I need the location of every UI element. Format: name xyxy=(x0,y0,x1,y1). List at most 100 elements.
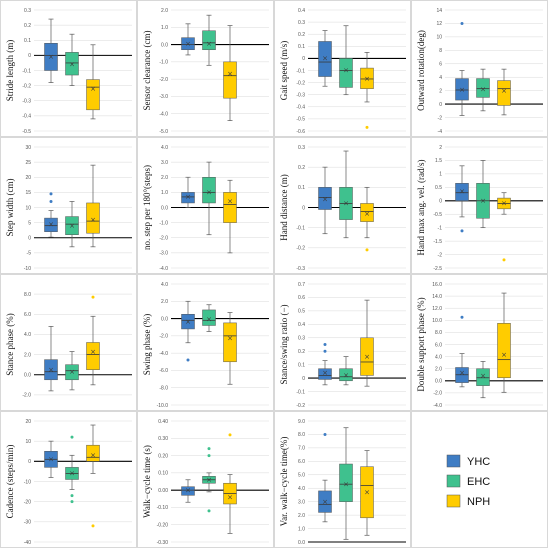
y-tick-label: -3.0 xyxy=(159,94,168,100)
mean-marker: × xyxy=(48,220,54,228)
y-tick-label: -0.5 xyxy=(433,212,442,218)
iqr-box xyxy=(44,359,58,381)
y-tick-label: 0.00 xyxy=(158,488,168,494)
y-tick-label: 14.0 xyxy=(432,294,442,300)
y-tick-label: 0.0 xyxy=(24,373,31,379)
mean-marker: × xyxy=(185,193,191,201)
outlier-point xyxy=(460,315,464,319)
box-ehc: × xyxy=(202,161,216,236)
y-tick-label: 5 xyxy=(28,220,31,226)
y-tick-label: 0.40 xyxy=(158,419,168,425)
y-tick-label: -2 xyxy=(438,115,443,121)
y-tick-label: 30 xyxy=(25,145,31,151)
chart-panel-5: 30 25 20 15 10 5 0 -5 -10 Step width (cm) × × × xyxy=(0,137,137,274)
iqr-box xyxy=(181,314,195,330)
y-tick-label: -1.0 xyxy=(159,220,168,226)
box-ehc: × xyxy=(65,201,79,248)
y-tick-label: -5 xyxy=(27,251,32,257)
panel-border xyxy=(0,0,137,137)
y-tick-label: -10.0 xyxy=(157,403,169,409)
y-tick-label: 0.2 xyxy=(24,23,31,29)
y-axis-label: Outward rotation(deg) xyxy=(416,30,426,111)
box-yhc: × xyxy=(455,21,469,116)
iqr-box xyxy=(202,309,216,326)
mean-marker: × xyxy=(322,55,328,63)
y-tick-label: -0.1 xyxy=(296,68,305,74)
box-nph: × xyxy=(223,312,237,385)
boxplot-svg: 14 12 10 8 6 4 2 0 -2 -4 Outward rotation(deg) × × × xyxy=(411,0,548,137)
mean-marker: × xyxy=(480,86,486,94)
mean-marker: × xyxy=(322,498,328,506)
y-tick-label: -4.0 xyxy=(159,351,168,357)
outlier-point xyxy=(323,343,327,346)
box-yhc: × xyxy=(318,30,332,87)
y-tick-label: 0.1 xyxy=(298,185,305,191)
y-tick-label: 8.0 xyxy=(435,330,442,336)
panel-border xyxy=(137,0,274,137)
y-tick-label: 0 xyxy=(28,459,31,465)
legend-label-ehc: EHC xyxy=(467,476,490,488)
mean-marker: × xyxy=(343,480,349,488)
chart-panel-6: 4.0 3.0 2.0 1.0 0.0 -1.0 -2.0 -3.0 -4.0 no. step … xyxy=(137,137,274,274)
legend-label-yhc: YHC xyxy=(467,456,490,468)
legend-swatch-yhc xyxy=(446,454,461,468)
y-tick-label: 6.0 xyxy=(24,312,31,318)
y-tick-label: -2.0 xyxy=(159,236,168,242)
iqr-box xyxy=(360,466,374,519)
y-tick-label: 6.0 xyxy=(298,459,305,465)
panel-border xyxy=(274,274,411,411)
y-tick-label: 0.30 xyxy=(158,436,168,442)
y-tick-label: 1.0 xyxy=(298,526,305,532)
y-axis-label: Hand distance (m) xyxy=(279,174,289,240)
y-tick-label: -6.0 xyxy=(159,368,168,374)
y-tick-label: 9.0 xyxy=(298,419,305,425)
box-ehc: × xyxy=(65,351,79,391)
mean-marker: × xyxy=(480,197,486,205)
y-tick-label: 12.0 xyxy=(432,306,442,312)
box-nph: × xyxy=(497,292,511,393)
panel-border xyxy=(0,411,137,548)
y-axis-label: Gait speed (m/s) xyxy=(279,41,289,100)
y-tick-label: -5.0 xyxy=(159,129,168,135)
y-tick-label: -0.3 xyxy=(296,266,305,272)
legend: YHC EHC NPH xyxy=(411,411,548,548)
outlier-point xyxy=(502,258,506,262)
box-yhc: × xyxy=(318,432,332,523)
mean-marker: × xyxy=(90,348,96,356)
y-tick-label: 14 xyxy=(436,8,442,14)
mean-marker: × xyxy=(185,486,191,494)
outlier-point xyxy=(49,192,53,196)
mean-marker: × xyxy=(48,456,54,464)
box-ehc: × xyxy=(339,356,353,386)
y-tick-label: -3.0 xyxy=(159,251,168,257)
y-tick-label: 4.0 xyxy=(435,354,442,360)
outlier-point xyxy=(91,524,95,528)
y-axis-label: Double support phase (%) xyxy=(416,297,426,391)
y-tick-label: -40 xyxy=(24,540,31,546)
panel-border xyxy=(411,0,548,137)
panel-border xyxy=(137,411,274,548)
mean-marker: × xyxy=(364,353,370,361)
box-ehc: × xyxy=(339,150,353,239)
boxplot-svg: 2 1.5 1 0.5 0 -0.5 -1 -1.5 -2 -2.5 Hand max ang. v… xyxy=(411,137,548,274)
boxplot-svg: 0.7 0.6 0.5 0.4 0.3 0.2 0.1 0 -0.1 -0.2 Stance/swi… xyxy=(274,274,411,411)
y-axis-label: Stance phase (%) xyxy=(5,313,15,375)
outlier-point xyxy=(91,295,95,299)
iqr-box xyxy=(223,61,237,99)
y-tick-label: 0.0 xyxy=(298,540,305,546)
y-tick-label: -0.1 xyxy=(296,389,305,395)
y-axis-label: Var. walk−cycle time(%) xyxy=(279,437,289,527)
mean-marker: × xyxy=(364,75,370,83)
box-yhc: × xyxy=(44,325,58,392)
y-tick-label: -2 xyxy=(438,252,443,258)
y-tick-label: -0.3 xyxy=(22,99,31,105)
mean-marker: × xyxy=(185,40,191,48)
y-axis-label: Stance/swing ratio (−) xyxy=(279,304,289,384)
iqr-box xyxy=(318,41,332,77)
panel-border xyxy=(411,411,548,548)
chart-panel-9: 8.0 6.0 4.0 2.0 0.0 -2.0 Stance phase (%) × × × xyxy=(0,274,137,411)
boxplot-svg: 30 25 20 15 10 5 0 -5 -10 Step width (cm) × × × xyxy=(0,137,137,274)
y-axis-label: Stride length (m) xyxy=(5,40,15,102)
iqr-box xyxy=(360,203,374,222)
